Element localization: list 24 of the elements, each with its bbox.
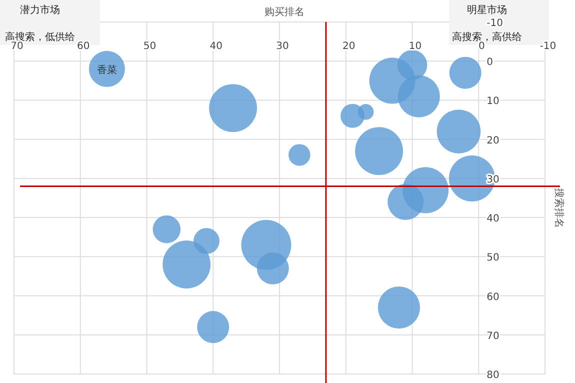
text: 潜力市场 — [20, 4, 60, 16]
x-tick-label: 10 — [408, 41, 422, 52]
x-axis-title: 购买排名 — [264, 6, 304, 18]
y-tick-label: -10 — [486, 18, 503, 29]
y-axis-title: 搜索排名 — [553, 188, 565, 228]
annotation: 香菜 — [96, 64, 117, 76]
x-tick-label: 20 — [342, 41, 356, 52]
annotation: 高搜索，高供给 — [452, 31, 522, 43]
x-tick-label: 40 — [210, 41, 222, 52]
y-tick-label: 20 — [486, 135, 500, 146]
x-tick-label: 30 — [276, 41, 289, 52]
text: 明星市场 — [467, 4, 507, 16]
y-tick-label: 0 — [486, 57, 493, 68]
x-tick-label: -10 — [540, 41, 556, 52]
y-tick-label: 80 — [486, 370, 500, 381]
x-tick-label: 0 — [478, 41, 485, 52]
x-tick-label: 60 — [77, 41, 90, 52]
y-tick-label: 60 — [486, 292, 500, 303]
y-tick-label: 50 — [486, 252, 500, 264]
y-tick-label: 40 — [486, 214, 500, 225]
y-tick-label: 70 — [486, 330, 500, 342]
x-tick-label: 50 — [143, 41, 156, 52]
x-tick-label: 70 — [10, 41, 24, 52]
y-tick-label: 10 — [486, 96, 500, 108]
